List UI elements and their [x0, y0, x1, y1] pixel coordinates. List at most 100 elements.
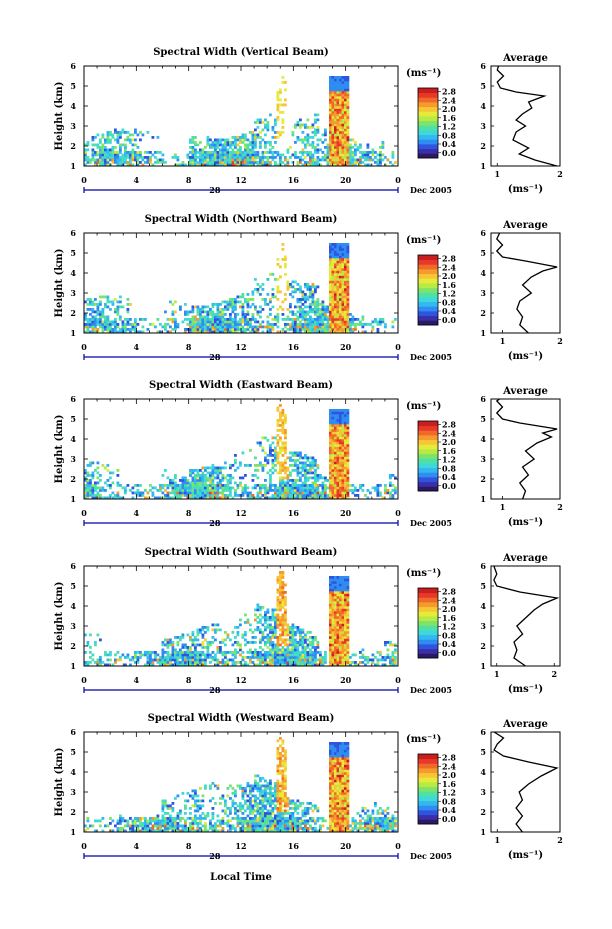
heatmap-cell — [94, 303, 97, 306]
heatmap-cell — [96, 318, 100, 321]
heatmap-cell — [216, 469, 220, 472]
heatmap-cell — [211, 143, 215, 147]
heatmap-cell — [86, 641, 90, 644]
heatmap-cell — [89, 489, 92, 492]
heatmap-cell — [364, 153, 367, 157]
heatmap-cell — [186, 651, 190, 654]
heatmap-cell — [331, 141, 335, 144]
heatmap-cell — [246, 303, 250, 306]
heatmap-cell — [344, 469, 347, 472]
heatmap-cell — [336, 325, 340, 329]
heatmap-cell — [164, 323, 167, 326]
heatmap-cell — [329, 78, 332, 82]
heatmap-cell — [304, 466, 307, 470]
heatmap-cell — [281, 623, 285, 627]
heatmap-cell — [196, 631, 200, 634]
heatmap-cell — [191, 486, 195, 490]
heatmap-cell — [204, 158, 207, 162]
heatmap-cell — [336, 131, 340, 134]
heatmap-cell — [281, 476, 285, 480]
heatmap-cell — [286, 285, 290, 289]
heatmap-cell — [286, 280, 290, 284]
heatmap-cell — [341, 414, 345, 417]
heatmap-cell — [344, 320, 347, 324]
heatmap-cell — [379, 151, 382, 154]
heatmap-cell — [309, 290, 312, 294]
heatmap-cell — [89, 325, 92, 329]
heatmap-cell — [346, 121, 350, 124]
heatmap-cell — [161, 153, 165, 157]
heatmap-cell — [246, 325, 250, 329]
heatmap-cell — [309, 126, 312, 129]
heatmap-cell — [226, 303, 230, 306]
heatmap-cell — [346, 318, 350, 321]
heatmap-cell — [299, 479, 302, 482]
heatmap-cell — [341, 648, 345, 652]
heatmap-cell — [309, 308, 312, 311]
heatmap-cell — [379, 491, 382, 495]
heatmap-cell — [204, 474, 207, 477]
heatmap-cell — [294, 156, 297, 159]
heatmap-cell — [201, 486, 205, 490]
heatmap-cell — [204, 484, 207, 487]
heatmap-cell — [259, 163, 262, 167]
heatmap-cell — [329, 608, 332, 612]
heatmap-cell — [94, 494, 97, 497]
heatmap-cell — [214, 623, 217, 627]
heatmap-cell — [86, 303, 90, 306]
heatmap-cell — [149, 158, 152, 162]
heatmap-cell — [331, 263, 335, 266]
heatmap-cell — [191, 156, 195, 159]
heatmap-cell — [101, 320, 105, 324]
heatmap-cell — [161, 325, 165, 329]
heatmap-cell — [144, 663, 147, 667]
colorbar-tick-label: 2.4 — [442, 428, 456, 438]
heatmap-cell — [256, 608, 260, 612]
heatmap-cell — [281, 421, 285, 425]
heatmap-cell — [331, 83, 335, 87]
heatmap-cell — [181, 653, 185, 657]
heatmap-cell — [174, 648, 177, 652]
heatmap-cell — [274, 451, 277, 455]
heatmap-cell — [364, 158, 367, 162]
heatmap-cell — [226, 300, 230, 304]
heatmap-cell — [179, 638, 182, 642]
heatmap-cell — [226, 151, 230, 154]
heatmap-cell — [286, 494, 290, 497]
heatmap-cell — [344, 596, 347, 599]
heatmap-cell — [259, 608, 262, 612]
heatmap-cell — [91, 496, 95, 500]
heatmap-cell — [331, 325, 335, 329]
heatmap-cell — [94, 318, 97, 321]
heatmap-cell — [224, 653, 227, 657]
heatmap-cell — [236, 661, 240, 664]
heatmap-cell — [264, 628, 267, 632]
heatmap-cell — [239, 325, 242, 329]
heatmap-cell — [324, 330, 327, 334]
heatmap-cell — [271, 616, 275, 619]
heatmap-cell — [311, 641, 315, 644]
heatmap-cell — [264, 325, 267, 329]
heatmap-cell — [191, 658, 195, 662]
heatmap-cell — [269, 454, 272, 457]
heatmap-cell — [356, 161, 360, 164]
heatmap-cell — [216, 163, 220, 167]
heatmap-cell — [116, 151, 120, 154]
heatmap-cell — [221, 466, 225, 470]
colorbar-swatch — [418, 439, 438, 445]
heatmap-cell — [341, 245, 345, 249]
heatmap-cell — [284, 596, 287, 599]
average-x-label: (ms⁻¹) — [508, 517, 543, 528]
heatmap-cell — [111, 158, 115, 162]
x-tick-label: 12 — [235, 508, 246, 518]
heatmap-cell — [331, 315, 335, 319]
heatmap-cell — [374, 489, 377, 492]
heatmap-cell — [284, 643, 287, 647]
heatmap-cell — [229, 153, 232, 157]
heatmap-cell — [306, 163, 310, 167]
heatmap-cell — [259, 464, 262, 467]
heatmap-cell — [346, 436, 350, 440]
heatmap-cell — [346, 305, 350, 309]
heatmap-cell — [339, 78, 342, 82]
